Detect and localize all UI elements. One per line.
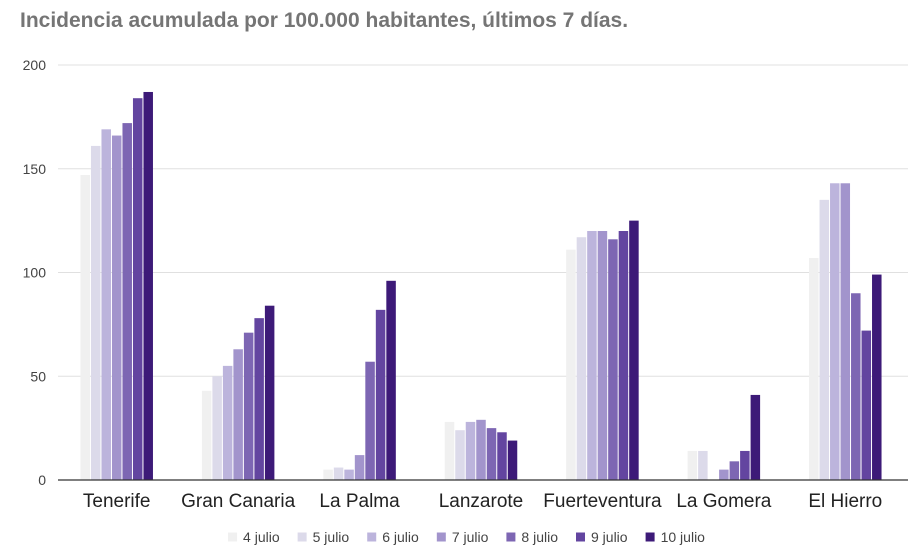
bar [323, 469, 333, 480]
legend-swatch [297, 532, 307, 542]
category-label: La Gomera [676, 491, 771, 512]
bar [333, 467, 344, 480]
bar [618, 231, 629, 480]
bar [851, 293, 861, 480]
bar [687, 450, 698, 480]
y-tick-label: 200 [23, 57, 47, 73]
y-tick-label: 100 [23, 265, 47, 281]
bar [809, 257, 819, 480]
bar [365, 361, 375, 480]
legend-label: 7 julio [452, 529, 489, 545]
legend-label: 6 julio [382, 529, 419, 545]
legend-label: 10 julio [661, 529, 706, 545]
bar [587, 231, 597, 480]
legend-swatch [506, 532, 516, 542]
bar [872, 274, 882, 480]
category-label: El Hierro [808, 491, 882, 512]
bar [719, 469, 729, 480]
bar [354, 455, 365, 480]
legend-label: 8 julio [521, 529, 558, 545]
bar [222, 365, 233, 480]
bar [90, 145, 101, 481]
category-label: Fuerteventura [543, 491, 662, 512]
category-label: La Palma [319, 491, 400, 512]
bar [486, 428, 497, 480]
y-tick-label: 150 [23, 161, 47, 177]
bar [750, 394, 761, 480]
y-tick-label: 50 [30, 368, 46, 384]
y-tick-label: 0 [38, 472, 46, 488]
bar [507, 440, 518, 480]
bar [608, 239, 618, 480]
legend-label: 4 julio [243, 529, 280, 545]
legend-swatch [645, 532, 655, 542]
bar [830, 183, 840, 480]
bar [476, 419, 486, 480]
bar [143, 91, 153, 480]
legend-label: 5 julio [313, 529, 350, 545]
bar [566, 249, 576, 480]
bar [386, 280, 396, 480]
bar [111, 135, 122, 481]
category-label: Gran Canaria [181, 491, 295, 512]
bar [243, 332, 254, 480]
bar [254, 318, 264, 480]
bar [233, 349, 243, 480]
legend-swatch [436, 532, 446, 542]
chart-title: Incidencia acumulada por 100.000 habitan… [20, 9, 629, 32]
bar [819, 199, 830, 480]
bars-layer [80, 91, 882, 481]
bar [497, 432, 507, 480]
axis-layer: 0 50 100 150 200 Tenerife Gran Canaria La Palma… [23, 57, 908, 512]
bar [80, 174, 90, 480]
bar [465, 421, 476, 480]
bar [729, 461, 740, 480]
bar [861, 330, 872, 480]
bar [375, 309, 386, 480]
legend-label: 9 julio [591, 529, 628, 545]
legend-swatch [367, 532, 377, 542]
legend-swatch [576, 532, 585, 542]
bar [132, 98, 143, 480]
bar [101, 129, 111, 480]
bar [264, 305, 275, 480]
bar [840, 183, 851, 480]
bar [444, 421, 455, 480]
bar [629, 220, 639, 480]
bar [576, 237, 587, 480]
bar [212, 376, 222, 480]
legend-layer: 4 julio 5 julio 6 julio 7 julio 8 julio 9 jul… [228, 529, 705, 545]
category-label: Lanzarote [439, 491, 524, 512]
bar [201, 390, 212, 480]
bar [455, 430, 465, 480]
category-label: Tenerife [83, 491, 151, 512]
bar [122, 123, 132, 480]
bar [597, 231, 608, 480]
grid-layer [58, 64, 908, 377]
legend-swatch [228, 532, 238, 542]
bar [344, 469, 354, 480]
bar [740, 450, 750, 480]
bar [698, 450, 708, 480]
